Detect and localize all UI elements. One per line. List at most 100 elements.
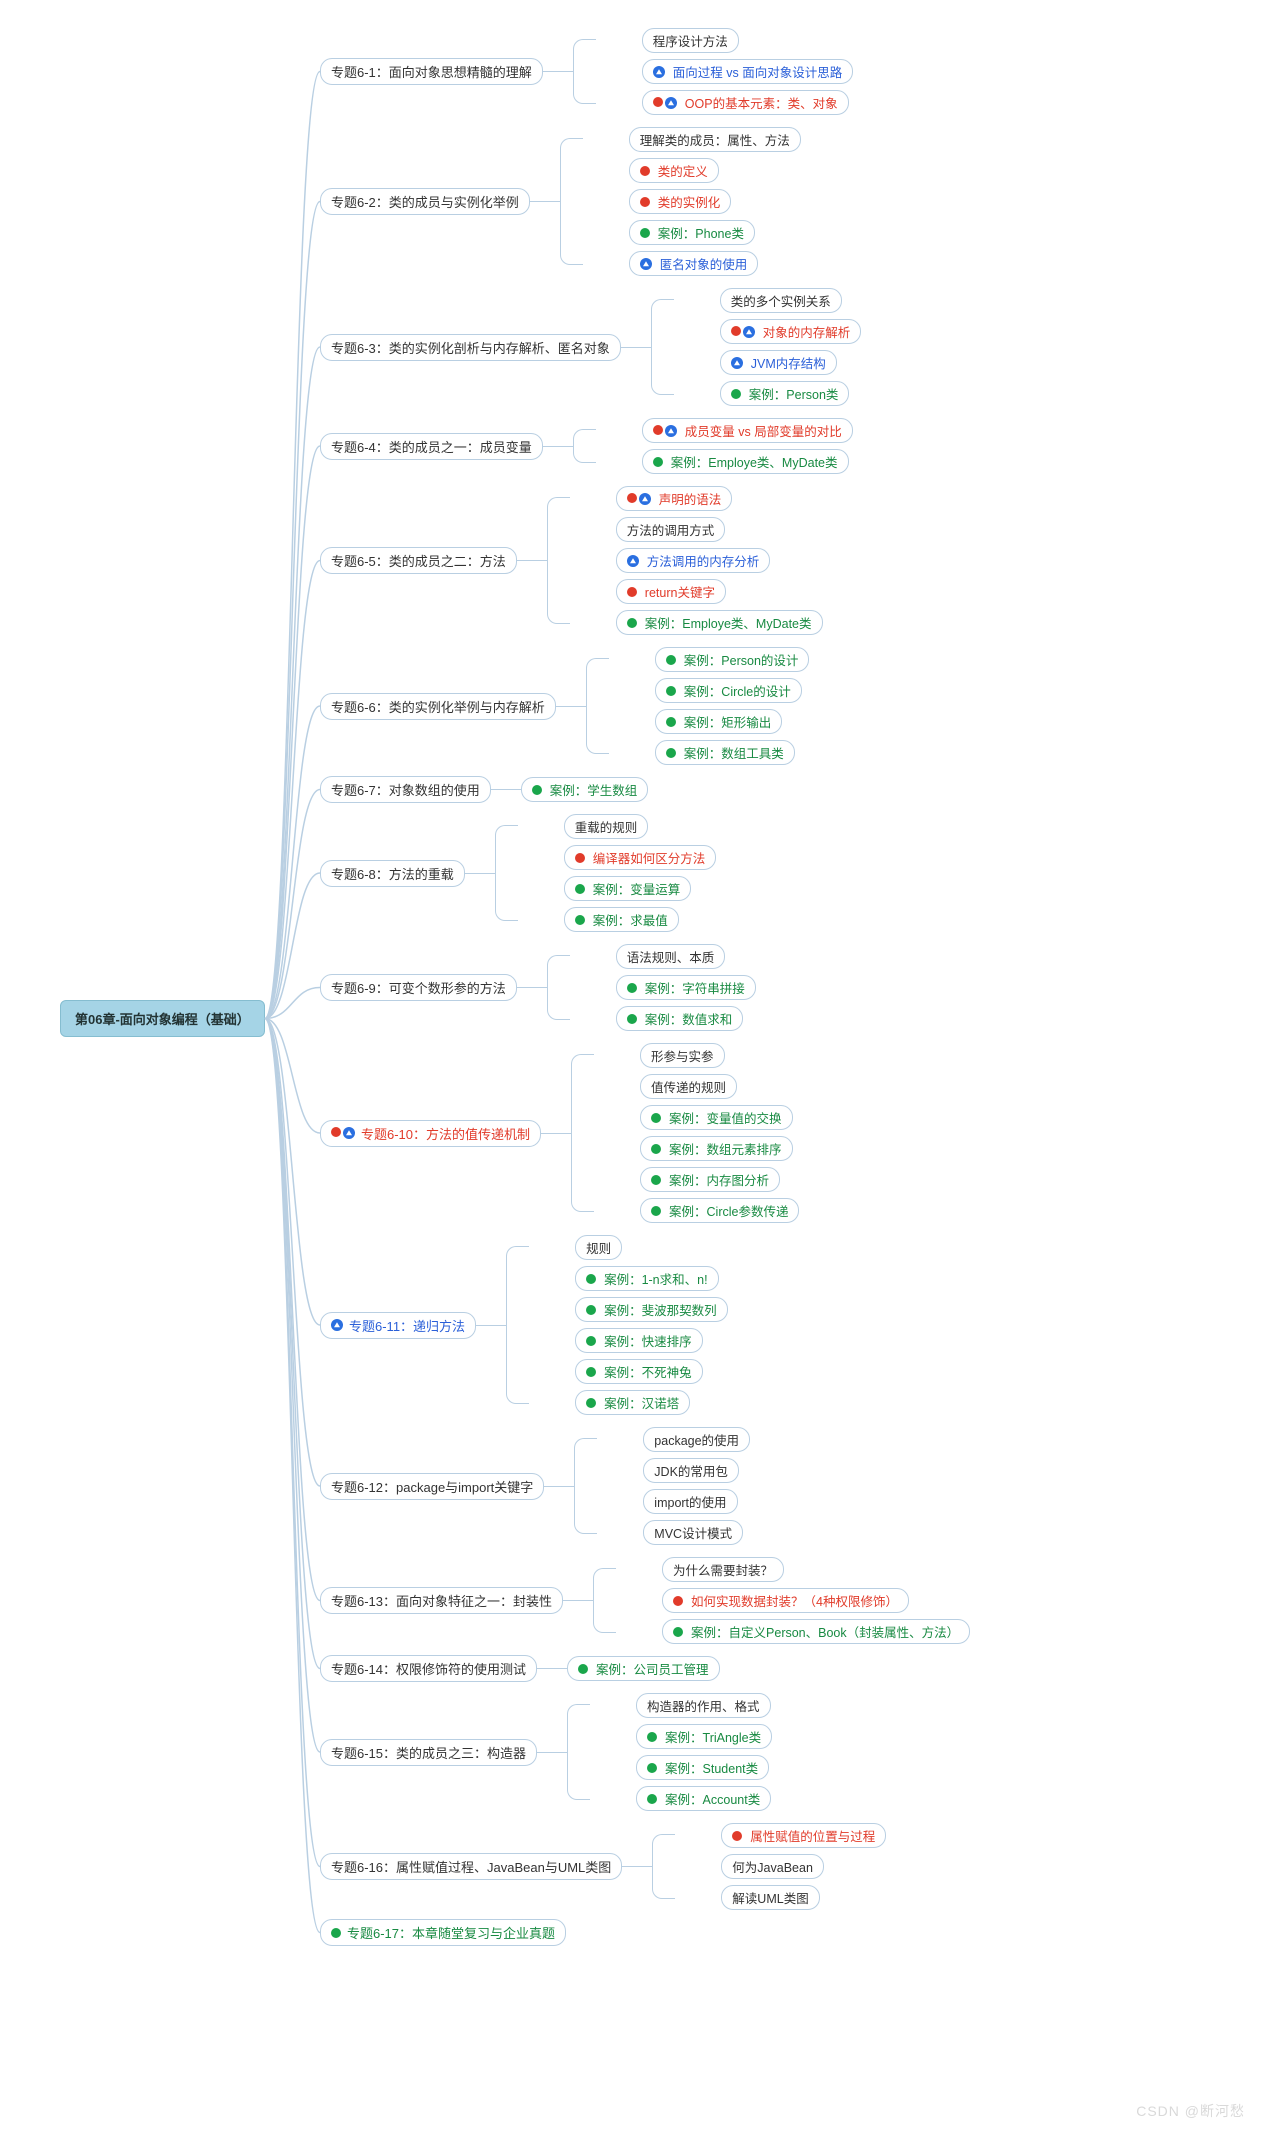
topic-node[interactable]: 专题6-9：可变个数形参的方法 — [320, 974, 517, 1001]
topic-node[interactable]: 专题6-13：面向对象特征之一：封装性 — [320, 1587, 563, 1614]
leaf-node[interactable]: 案例：数值求和 — [616, 1006, 744, 1031]
topic-node[interactable]: 专题6-17：本章随堂复习与企业真题 — [320, 1919, 566, 1946]
leaf-node[interactable]: 案例：TriAngle类 — [636, 1724, 772, 1749]
root-node[interactable]: 第06章-面向对象编程（基础） — [60, 1000, 265, 1037]
leaf-node[interactable]: 声明的语法 — [616, 486, 733, 511]
leaf-node[interactable]: 案例：内存图分析 — [640, 1167, 780, 1192]
leaf-node[interactable]: return关键字 — [616, 579, 726, 604]
leaf-node[interactable]: 编译器如何区分方法 — [564, 845, 717, 870]
leaf-node[interactable]: 案例：不死神兔 — [575, 1359, 703, 1384]
leaf-node[interactable]: 案例：Employe类、MyDate类 — [616, 610, 823, 635]
leaf-node[interactable]: 语法规则、本质 — [616, 944, 726, 969]
leaf-node[interactable]: 案例：Phone类 — [629, 220, 755, 245]
leaf-node[interactable]: 案例：汉诺塔 — [575, 1390, 690, 1415]
marker-g-icon — [651, 1175, 661, 1185]
children-list: 成员变量 vs 局部变量的对比案例：Employe类、MyDate类 — [642, 415, 853, 477]
leaf-node[interactable]: 类的多个实例关系 — [720, 288, 842, 313]
topic-node[interactable]: 专题6-2：类的成员与实例化举例 — [320, 188, 530, 215]
leaf-node[interactable]: 案例：公司员工管理 — [567, 1656, 720, 1681]
leaf-node[interactable]: 何为JavaBean — [721, 1854, 824, 1879]
leaf-node[interactable]: 类的实例化 — [629, 189, 732, 214]
leaf-node[interactable]: 案例：自定义Person、Book（封装属性、方法） — [662, 1619, 970, 1644]
topic-node[interactable]: 专题6-3：类的实例化剖析与内存解析、匿名对象 — [320, 334, 621, 361]
leaf-node[interactable]: 案例：变量运算 — [564, 876, 692, 901]
topic-node[interactable]: 专题6-11：递归方法 — [320, 1312, 476, 1339]
leaf-node[interactable]: 类的定义 — [629, 158, 719, 183]
leaf-node[interactable]: 案例：矩形输出 — [655, 709, 783, 734]
leaf-node[interactable]: 理解类的成员：属性、方法 — [629, 127, 801, 152]
topic-text: 专题6-16：属性赋值过程、JavaBean与UML类图 — [331, 1857, 611, 1876]
children-wrap: 案例：公司员工管理 — [567, 1653, 720, 1684]
leaf-text: package的使用 — [654, 1430, 739, 1449]
topic-side: 专题6-1：面向对象思想精髓的理解 — [320, 25, 543, 118]
leaf-node[interactable]: 构造器的作用、格式 — [636, 1693, 771, 1718]
topic-node[interactable]: 专题6-8：方法的重载 — [320, 860, 465, 887]
children-list: 理解类的成员：属性、方法类的定义类的实例化案例：Phone类匿名对象的使用 — [629, 124, 801, 279]
leaf-node[interactable]: 案例：数组工具类 — [655, 740, 795, 765]
topic-node[interactable]: 专题6-1：面向对象思想精髓的理解 — [320, 58, 543, 85]
leaf-node[interactable]: 案例：Employe类、MyDate类 — [642, 449, 849, 474]
leaf-node[interactable]: OOP的基本元素：类、对象 — [642, 90, 849, 115]
leaf-node[interactable]: package的使用 — [643, 1427, 750, 1452]
leaf-text: 案例：快速排序 — [604, 1331, 692, 1350]
leaf-node[interactable]: 案例：学生数组 — [521, 777, 649, 802]
leaf-node[interactable]: 值传递的规则 — [640, 1074, 737, 1099]
topic-node[interactable]: 专题6-10：方法的值传递机制 — [320, 1120, 541, 1147]
leaf-node[interactable]: 案例：1-n求和、n! — [575, 1266, 719, 1291]
leaf-node[interactable]: 案例：字符串拼接 — [616, 975, 756, 1000]
topic-node[interactable]: 专题6-15：类的成员之三：构造器 — [320, 1739, 537, 1766]
leaf-node[interactable]: 程序设计方法 — [642, 28, 739, 53]
children-wrap: 构造器的作用、格式案例：TriAngle类案例：Student类案例：Accou… — [567, 1690, 772, 1814]
leaf-node[interactable]: 对象的内存解析 — [720, 319, 862, 344]
marker-r-icon — [673, 1596, 683, 1606]
leaf-node[interactable]: 方法调用的内存分析 — [616, 548, 771, 573]
topic-text: 专题6-7：对象数组的使用 — [331, 780, 480, 799]
leaf-node[interactable]: 案例：Account类 — [636, 1786, 771, 1811]
leaf-text: 案例：字符串拼接 — [645, 978, 745, 997]
leaf-text: 案例：内存图分析 — [669, 1170, 769, 1189]
bracket-connector — [586, 658, 609, 754]
leaf-node[interactable]: 案例：Person的设计 — [655, 647, 810, 672]
leaf-node[interactable]: 案例：Circle参数传递 — [640, 1198, 799, 1223]
leaf-node[interactable]: 面向过程 vs 面向对象设计思路 — [642, 59, 853, 84]
children-list: 声明的语法方法的调用方式方法调用的内存分析 return关键字案例：Employe… — [616, 483, 823, 638]
leaf-node[interactable]: 案例：求最值 — [564, 907, 679, 932]
leaf-node[interactable]: import的使用 — [643, 1489, 737, 1514]
topic-side: 专题6-16：属性赋值过程、JavaBean与UML类图 — [320, 1820, 622, 1913]
topic-node[interactable]: 专题6-14：权限修饰符的使用测试 — [320, 1655, 537, 1682]
leaf-node[interactable]: 形参与实参 — [640, 1043, 725, 1068]
topic-node[interactable]: 专题6-16：属性赋值过程、JavaBean与UML类图 — [320, 1853, 622, 1880]
leaf-node[interactable]: JVM内存结构 — [720, 350, 837, 375]
leaf-node[interactable]: JDK的常用包 — [643, 1458, 739, 1483]
connector-h — [517, 483, 547, 638]
topic-side: 专题6-7：对象数组的使用 — [320, 774, 491, 805]
leaf-node[interactable]: 案例：Circle的设计 — [655, 678, 802, 703]
leaf-node[interactable]: 案例：Person类 — [720, 381, 850, 406]
topic-node[interactable]: 专题6-7：对象数组的使用 — [320, 776, 491, 803]
leaf-node[interactable]: 属性赋值的位置与过程 — [721, 1823, 886, 1848]
leaf-node[interactable]: 案例：变量值的交换 — [640, 1105, 793, 1130]
topic-node[interactable]: 专题6-12：package与import关键字 — [320, 1473, 544, 1500]
leaf-node[interactable]: 成员变量 vs 局部变量的对比 — [642, 418, 853, 443]
leaf-node[interactable]: 如何实现数据封装？（4种权限修饰） — [662, 1588, 909, 1613]
topic-side: 专题6-11：递归方法 — [320, 1232, 476, 1418]
marker-group — [627, 1014, 637, 1024]
leaf-node[interactable]: 解读UML类图 — [721, 1885, 819, 1910]
leaf-node[interactable]: 匿名对象的使用 — [629, 251, 759, 276]
leaf-node[interactable]: 为什么需要封装？ — [662, 1557, 784, 1582]
leaf-node[interactable]: 案例：快速排序 — [575, 1328, 703, 1353]
topic-node[interactable]: 专题6-4：类的成员之一：成员变量 — [320, 433, 543, 460]
leaf-node[interactable]: 规则 — [575, 1235, 622, 1260]
topic-row: 专题6-15：类的成员之三：构造器 构造器的作用、格式案例：TriAngle类案例… — [320, 1690, 970, 1814]
topic-node[interactable]: 专题6-6：类的实例化举例与内存解析 — [320, 693, 556, 720]
leaf-node[interactable]: 案例：Student类 — [636, 1755, 769, 1780]
leaf-node[interactable]: 重载的规则 — [564, 814, 649, 839]
marker-b-icon — [343, 1127, 355, 1139]
topic-node[interactable]: 专题6-5：类的成员之二：方法 — [320, 547, 517, 574]
leaf-node[interactable]: 案例：数组元素排序 — [640, 1136, 793, 1161]
children-wrap: 属性赋值的位置与过程何为JavaBean 解读UML类图 — [652, 1820, 886, 1913]
leaf-node[interactable]: 案例：斐波那契数列 — [575, 1297, 728, 1322]
marker-group — [666, 748, 676, 758]
leaf-node[interactable]: 方法的调用方式 — [616, 517, 726, 542]
leaf-node[interactable]: MVC设计模式 — [643, 1520, 743, 1545]
